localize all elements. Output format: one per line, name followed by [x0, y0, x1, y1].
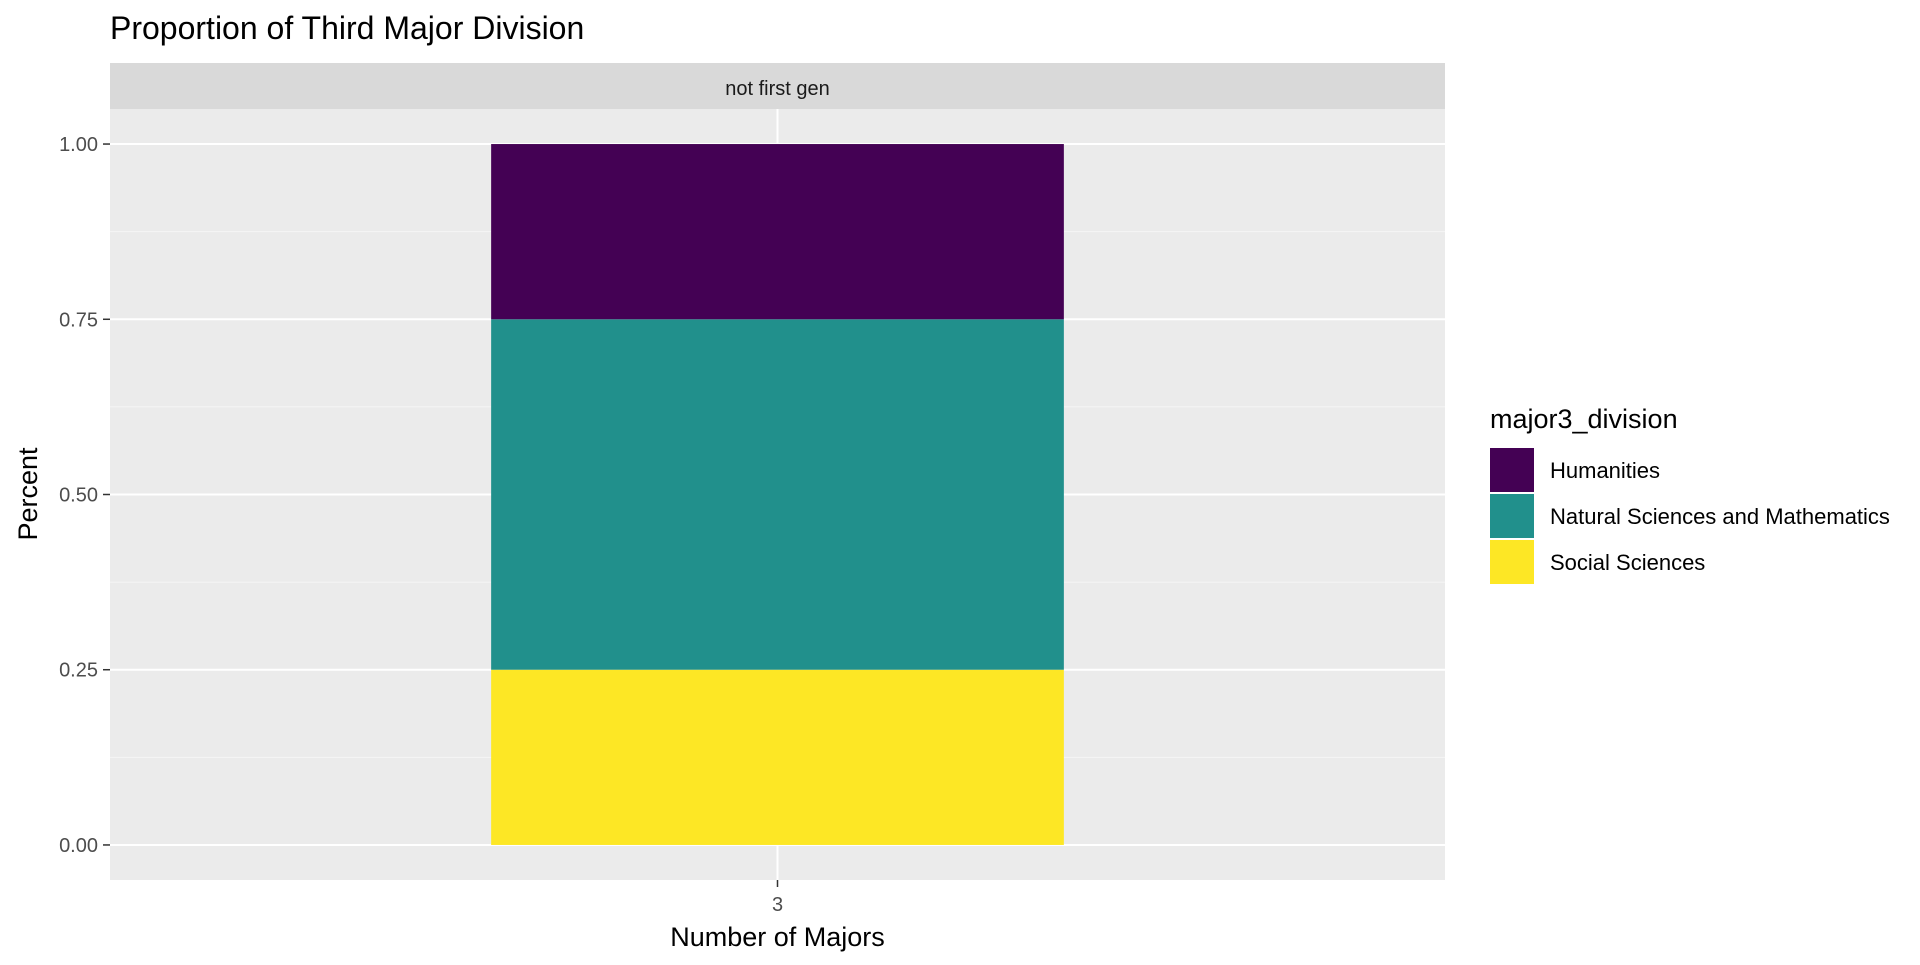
y-tick-label: 0.75: [59, 309, 98, 331]
legend-key: [1490, 494, 1534, 538]
legend-title: major3_division: [1490, 404, 1678, 434]
legend-label: Humanities: [1550, 458, 1660, 483]
bar-segment-social-sciences: [491, 669, 1064, 845]
legend-key: [1490, 448, 1534, 492]
bar-layer: [491, 144, 1064, 845]
facet-strip-label: not first gen: [725, 78, 830, 100]
y-tick-label: 0.25: [59, 660, 98, 682]
y-tick-label: 1.00: [59, 134, 98, 156]
chart-title: Proportion of Third Major Division: [110, 10, 584, 46]
y-axis-label: Percent: [13, 447, 43, 541]
legend-label: Natural Sciences and Mathematics: [1550, 504, 1890, 529]
bar-segment-natural-sciences-and-mathematics: [491, 319, 1064, 670]
x-tick-label: 3: [772, 894, 783, 916]
x-axis: 3: [772, 880, 783, 916]
legend-key: [1490, 540, 1534, 584]
y-tick-label: 0.50: [59, 485, 98, 507]
y-tick-label: 0.00: [59, 835, 98, 857]
y-axis: 0.00 0.25 0.50 0.75 1.00: [59, 134, 110, 857]
legend: major3_division Humanities Natural Scienc…: [1490, 404, 1890, 584]
facet-strip: [110, 63, 1445, 109]
legend-label: Social Sciences: [1550, 550, 1705, 575]
x-axis-label: Number of Majors: [670, 922, 885, 952]
bar-segment-humanities: [491, 144, 1064, 320]
